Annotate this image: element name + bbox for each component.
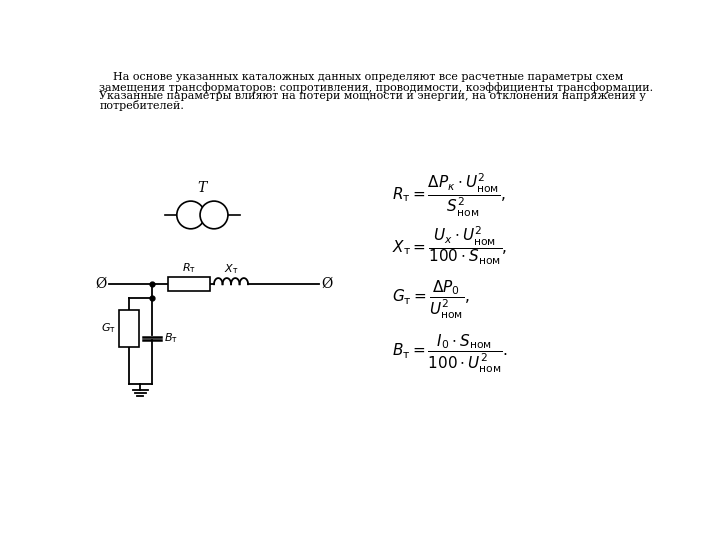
Text: $X_{\rm т} = \dfrac{U_{x} \cdot U^{2}_{\rm ном}}{100 \cdot S_{\rm ном}},$: $X_{\rm т} = \dfrac{U_{x} \cdot U^{2}_{\… bbox=[392, 225, 508, 267]
Text: замещения трансформаторов: сопротивления, проводимости, коэффициенты трансформац: замещения трансформаторов: сопротивления… bbox=[99, 82, 654, 92]
Bar bbox=[168, 278, 210, 291]
Text: $G_{\rm т} = \dfrac{\Delta P_{0}}{U^{2}_{\rm ном}},$: $G_{\rm т} = \dfrac{\Delta P_{0}}{U^{2}_… bbox=[392, 278, 470, 321]
Text: Ø: Ø bbox=[96, 277, 107, 291]
Text: $B_{\rm т} = \dfrac{I_0 \cdot S_{\rm ном}}{100 \cdot U^{2}_{\rm ном}}.$: $B_{\rm т} = \dfrac{I_0 \cdot S_{\rm ном… bbox=[392, 332, 508, 375]
Text: потребителей.: потребителей. bbox=[99, 100, 184, 111]
Text: $B_{\rm т}$: $B_{\rm т}$ bbox=[164, 332, 179, 346]
Text: T: T bbox=[198, 181, 207, 195]
Text: На основе указанных каталожных данных определяют все расчетные параметры схем: На основе указанных каталожных данных оп… bbox=[99, 72, 624, 83]
Text: $G_{\rm т}$: $G_{\rm т}$ bbox=[101, 321, 116, 335]
Circle shape bbox=[200, 201, 228, 229]
Text: $X_{\rm т}$: $X_{\rm т}$ bbox=[224, 262, 238, 276]
Text: $R_{\rm т} = \dfrac{\Delta P_{\kappa} \cdot U^{2}_{\rm ном}}{S^{2}_{\rm ном}},$: $R_{\rm т} = \dfrac{\Delta P_{\kappa} \c… bbox=[392, 172, 506, 219]
Text: $R_{\rm т}$: $R_{\rm т}$ bbox=[181, 261, 196, 275]
Text: Ø: Ø bbox=[321, 277, 332, 291]
Text: Указанные параметры влияют на потери мощности и энергии, на отклонения напряжени: Указанные параметры влияют на потери мощ… bbox=[99, 91, 646, 101]
Circle shape bbox=[177, 201, 204, 229]
Bar bbox=[119, 309, 139, 347]
